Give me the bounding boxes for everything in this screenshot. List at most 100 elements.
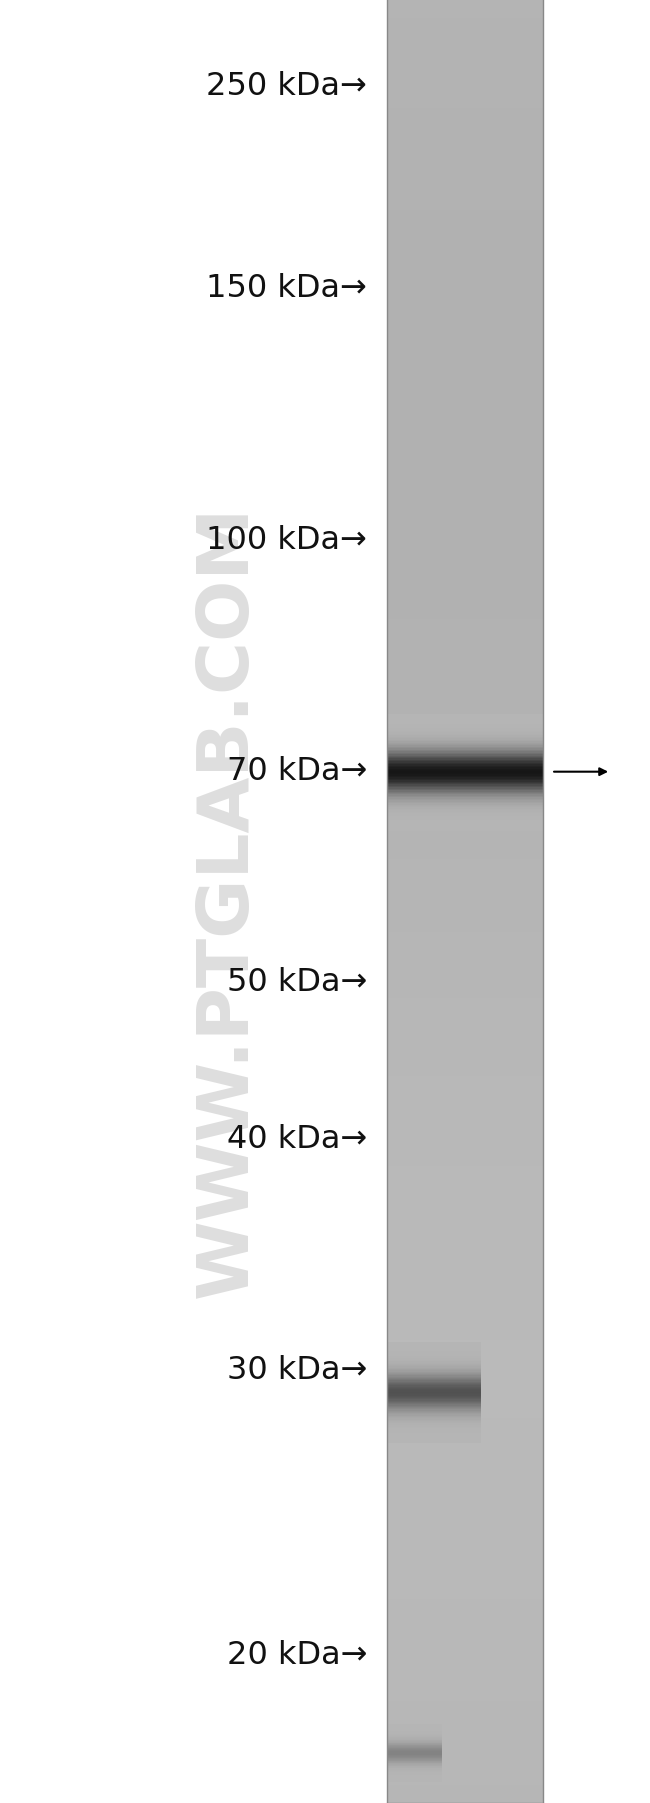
Bar (387, 389, 543, 397)
Bar (387, 467, 543, 474)
Text: 100 kDa→: 100 kDa→ (206, 525, 367, 557)
Bar (387, 1543, 543, 1551)
Bar (387, 876, 543, 883)
Bar (387, 1729, 543, 1736)
Bar (387, 1597, 543, 1605)
Bar (387, 1615, 543, 1623)
Bar (387, 1377, 481, 1381)
Bar (387, 887, 543, 896)
Bar (387, 112, 543, 121)
Bar (387, 1363, 481, 1365)
Bar (387, 1152, 543, 1159)
Bar (387, 1370, 481, 1372)
Bar (387, 94, 543, 103)
Bar (387, 269, 543, 276)
Bar (387, 106, 543, 114)
Bar (387, 858, 543, 865)
Bar (387, 799, 543, 802)
Bar (387, 1039, 543, 1046)
Bar (387, 954, 543, 961)
Bar (387, 660, 543, 667)
Bar (387, 1343, 481, 1347)
Bar (387, 1390, 481, 1394)
Bar (387, 1399, 481, 1401)
Bar (387, 815, 543, 824)
Bar (387, 1031, 543, 1040)
Bar (387, 732, 543, 734)
Bar (387, 1345, 543, 1352)
Bar (387, 346, 543, 355)
Bar (387, 1376, 481, 1377)
Bar (387, 184, 543, 193)
Bar (387, 784, 543, 786)
Bar (387, 1579, 543, 1587)
Bar (387, 1410, 543, 1419)
Bar (387, 1412, 481, 1414)
Bar (387, 335, 543, 343)
Bar (387, 828, 543, 831)
Bar (387, 1388, 481, 1390)
Bar (387, 472, 543, 481)
Bar (387, 581, 543, 590)
Bar (387, 745, 543, 746)
Bar (387, 846, 543, 853)
Bar (387, 1121, 543, 1130)
Bar (387, 29, 543, 36)
Bar (387, 1477, 543, 1484)
Bar (387, 1363, 543, 1370)
Bar (387, 761, 543, 763)
Bar (387, 1387, 481, 1388)
Bar (387, 820, 543, 822)
Bar (387, 436, 543, 445)
Bar (387, 274, 543, 283)
Bar (387, 824, 543, 826)
Bar (387, 1374, 543, 1383)
Bar (387, 1603, 543, 1610)
Bar (387, 777, 543, 781)
Bar (387, 743, 543, 752)
Bar (387, 1789, 543, 1798)
Bar (387, 490, 543, 499)
Bar (387, 545, 543, 554)
Bar (387, 70, 543, 78)
Bar (387, 1381, 481, 1385)
Bar (387, 341, 543, 348)
Bar (387, 1585, 543, 1592)
Bar (387, 1417, 481, 1419)
Bar (387, 1057, 543, 1064)
Bar (387, 292, 543, 301)
Bar (387, 828, 543, 829)
Bar (387, 454, 543, 463)
Bar (387, 1103, 543, 1112)
Bar (387, 1724, 543, 1731)
Bar (387, 1338, 543, 1347)
Bar (387, 1500, 543, 1509)
Bar (387, 797, 543, 799)
Bar (387, 719, 543, 723)
Bar (387, 1067, 543, 1076)
Bar (387, 806, 543, 810)
Bar (387, 1441, 481, 1442)
Bar (387, 1421, 481, 1423)
Bar (387, 1406, 481, 1410)
Bar (387, 822, 543, 824)
Bar (387, 462, 543, 469)
Bar (387, 1428, 543, 1437)
Bar (387, 1365, 481, 1368)
Bar (387, 1554, 543, 1563)
Bar (387, 734, 543, 737)
Bar (387, 912, 543, 920)
Bar (387, 1432, 481, 1435)
Text: 70 kDa→: 70 kDa→ (227, 755, 367, 788)
Bar (387, 310, 543, 319)
Bar (387, 1711, 543, 1718)
Bar (387, 1352, 481, 1354)
Bar (387, 1158, 543, 1167)
Bar (387, 1377, 481, 1379)
Bar (387, 1778, 543, 1785)
Bar (387, 727, 543, 730)
Bar (387, 1049, 543, 1058)
Text: 30 kDa→: 30 kDa→ (227, 1354, 367, 1387)
Bar (387, 1361, 481, 1363)
Bar (387, 1374, 481, 1377)
